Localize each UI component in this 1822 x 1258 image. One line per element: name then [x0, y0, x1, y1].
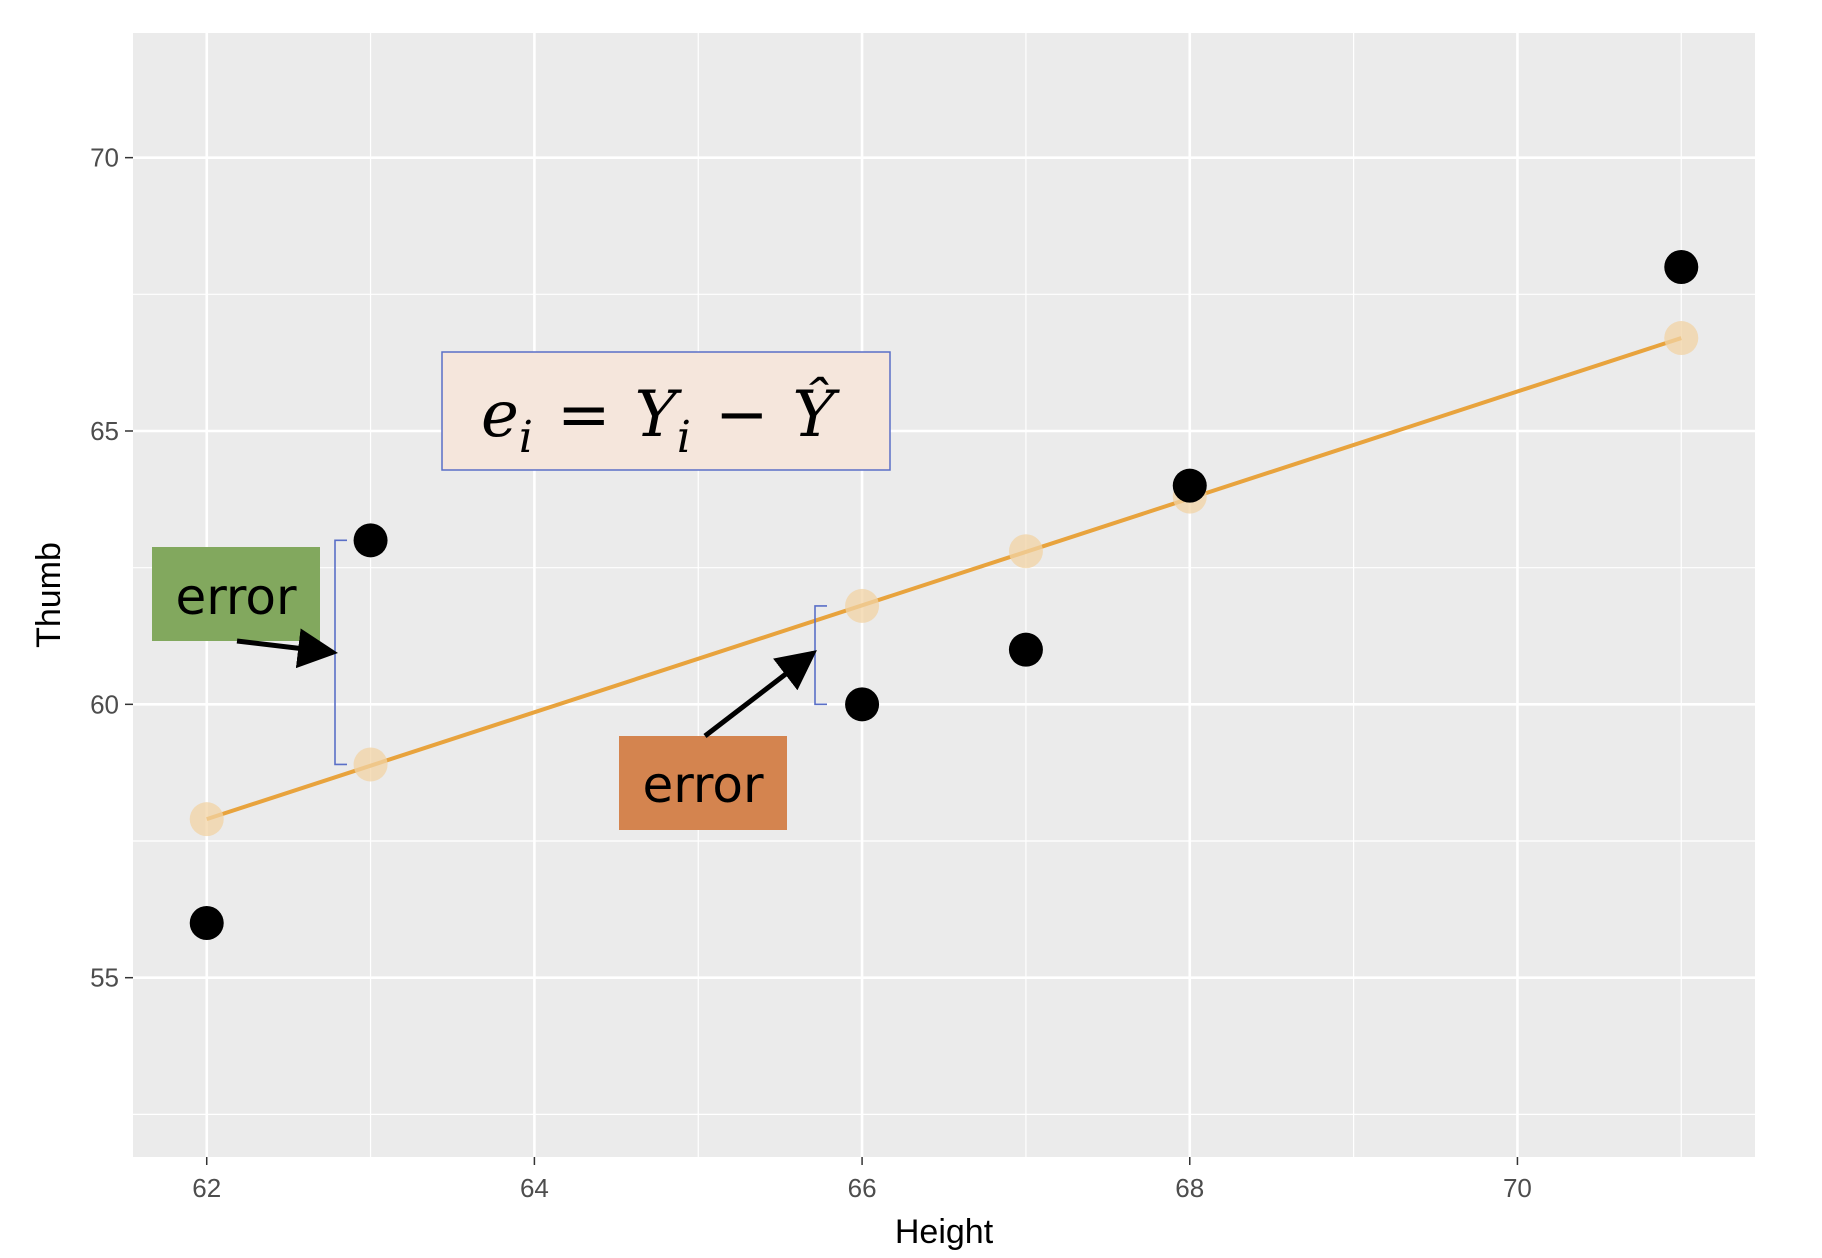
x-tick-label: 70 — [1503, 1173, 1532, 1203]
error-arrow — [236, 628, 338, 669]
observed-point — [1008, 632, 1043, 667]
x-axis-title: Height — [895, 1213, 994, 1251]
y-tick-label: 55 — [90, 963, 119, 993]
error-label: error — [175, 568, 296, 626]
observed-points — [189, 249, 1699, 941]
observed-point — [189, 906, 224, 941]
predicted-point — [845, 588, 880, 623]
grid-minor — [133, 33, 1755, 1157]
error-annotations: error error — [152, 539, 827, 830]
grid-major — [133, 33, 1755, 1157]
axis-ticks — [125, 156, 1519, 1165]
y-axis-title: Thumb — [30, 542, 68, 648]
x-tick-label: 62 — [192, 1173, 221, 1203]
plot-panel — [133, 33, 1755, 1157]
y-tick-label: 65 — [90, 416, 119, 446]
formula-lhs-sub: i — [519, 412, 533, 463]
predicted-points — [189, 321, 1699, 837]
observed-point — [845, 687, 880, 722]
error-annotation: error — [619, 605, 827, 830]
regression-line-layer — [206, 336, 1682, 822]
predicted-point — [189, 802, 224, 837]
formula-lhs: e — [481, 378, 519, 452]
observed-point — [1664, 249, 1699, 284]
predicted-point — [353, 747, 388, 782]
error-label-box — [152, 547, 320, 641]
formula-yhat: Ŷ — [793, 376, 841, 452]
formula-text: ei = Yi − Ŷ — [481, 376, 841, 463]
tick-labels: 62 64 66 68 70 55 60 65 70 — [90, 143, 1532, 1203]
formula-minus: − — [715, 378, 769, 452]
y-tick-label: 70 — [90, 143, 119, 173]
error-arrow — [703, 650, 817, 738]
regression-line — [206, 336, 1682, 822]
formula-y: Y — [635, 378, 683, 452]
observed-point — [1172, 468, 1207, 503]
x-tick-label: 68 — [1175, 1173, 1204, 1203]
observed-point — [353, 523, 388, 558]
y-tick-label: 60 — [90, 689, 119, 719]
error-annotation: error — [152, 539, 347, 766]
predicted-point — [1008, 534, 1043, 569]
error-label-box — [619, 736, 787, 830]
formula-y-sub: i — [677, 412, 691, 463]
error-label: error — [642, 756, 763, 814]
formula-box-frame — [441, 351, 891, 471]
formula-equals: = — [557, 378, 611, 452]
x-tick-label: 66 — [848, 1173, 877, 1203]
formula-box: ei = Yi − Ŷ — [441, 351, 891, 471]
x-tick-label: 64 — [520, 1173, 549, 1203]
predicted-point — [1664, 321, 1699, 356]
